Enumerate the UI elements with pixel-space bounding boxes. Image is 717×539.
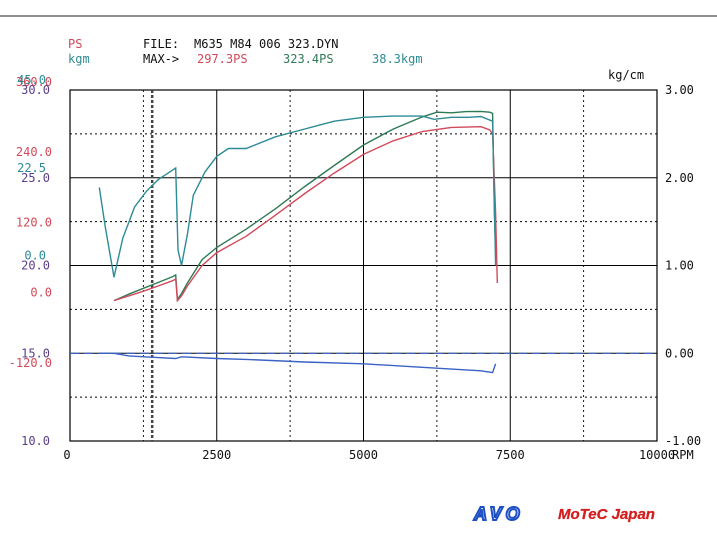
purple-tick-label: 30.0 bbox=[21, 83, 50, 97]
x-tick-label: 2500 bbox=[202, 448, 231, 462]
right-tick-label: -1.00 bbox=[665, 434, 701, 448]
torque-tick-label: 45.0 bbox=[17, 73, 46, 87]
grid bbox=[69, 89, 658, 442]
x-tick-label: 5000 bbox=[349, 448, 378, 462]
power-tick-label: 360.0 bbox=[16, 75, 52, 89]
power-tick-label: 240.0 bbox=[16, 145, 52, 159]
power-tick-label: -120.0 bbox=[9, 356, 52, 370]
right-tick-label: 0.00 bbox=[665, 346, 694, 360]
purple-tick-label: 10.0 bbox=[21, 434, 50, 448]
series-layer bbox=[70, 110, 657, 374]
purple-tick-label: 15.0 bbox=[21, 346, 50, 360]
right-tick-label: 2.00 bbox=[665, 171, 694, 185]
right-tick-label: 3.00 bbox=[665, 83, 694, 97]
logo-partner: MoTeC Japan bbox=[558, 506, 655, 523]
purple-tick-label: 20.0 bbox=[21, 259, 50, 273]
series-line-1 bbox=[113, 125, 498, 303]
x-axis-label: RPM bbox=[672, 448, 694, 462]
max-kgm: 38.3kgm bbox=[372, 52, 423, 66]
right-tick-label: 1.00 bbox=[665, 259, 694, 273]
file-name: M635 M84 006 323.DYN bbox=[194, 37, 339, 51]
max-ps-green: 323.4PS bbox=[283, 52, 334, 66]
x-tick-label: 10000 bbox=[639, 448, 675, 462]
x-tick-label: 7500 bbox=[496, 448, 525, 462]
max-ps-red: 297.3PS bbox=[197, 52, 248, 66]
right-unit-label: kg/cm bbox=[608, 68, 644, 82]
purple-tick-label: 25.0 bbox=[21, 171, 50, 185]
x-tick-label: 0 bbox=[63, 448, 70, 462]
torque-tick-label: 0.0 bbox=[24, 249, 46, 263]
torque-tick-label: 22.5 bbox=[17, 161, 46, 175]
series-line-3 bbox=[99, 352, 497, 374]
power-tick-label: 0.0 bbox=[30, 286, 52, 300]
series-line-0 bbox=[113, 110, 497, 302]
kgm-unit-label: kgm bbox=[68, 52, 90, 66]
ps-unit-label: PS bbox=[68, 37, 82, 51]
axis-labels: 0 2500 5000 7500 10000 3.00 2.00 1.00 0.00 -1.00 3… bbox=[9, 73, 701, 462]
series-line-2 bbox=[98, 115, 497, 278]
avo-motec-logo: AVO MoTeC Japan bbox=[472, 503, 696, 525]
logo-brand: AVO bbox=[473, 504, 524, 524]
max-label: MAX-> bbox=[143, 52, 179, 66]
file-label: FILE: bbox=[143, 37, 179, 51]
power-tick-label: 120.0 bbox=[16, 215, 52, 229]
